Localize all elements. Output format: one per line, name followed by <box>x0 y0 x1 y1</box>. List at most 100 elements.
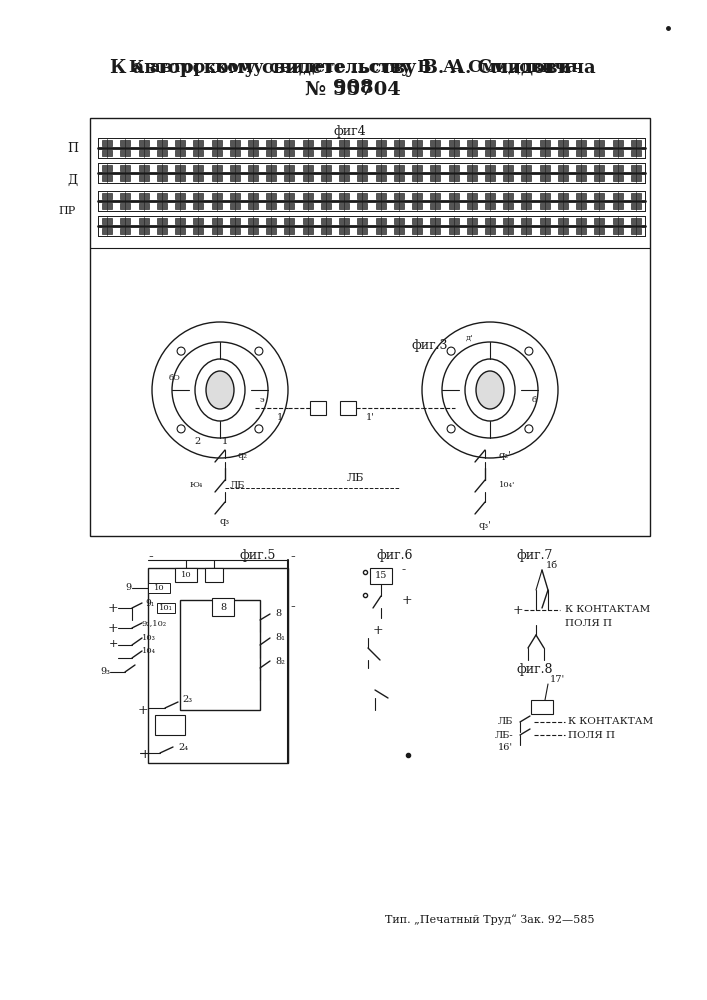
Bar <box>139 228 148 234</box>
Bar <box>375 165 385 171</box>
Bar <box>412 165 422 171</box>
Bar <box>539 203 550 209</box>
Circle shape <box>447 347 455 355</box>
Bar <box>193 165 204 171</box>
Bar <box>539 175 550 181</box>
Bar <box>467 228 477 234</box>
Text: 2₄: 2₄ <box>178 742 188 752</box>
Text: +: + <box>107 621 118 635</box>
Bar <box>303 193 312 199</box>
Bar <box>248 228 258 234</box>
Text: 9₂,10₂: 9₂,10₂ <box>142 619 167 627</box>
Bar <box>157 193 167 199</box>
Text: 2₃: 2₃ <box>182 696 192 704</box>
Bar <box>412 175 422 181</box>
Bar <box>230 175 240 181</box>
Bar <box>613 140 623 146</box>
Bar <box>522 228 532 234</box>
Text: ПОЛЯ П: ПОЛЯ П <box>568 730 615 740</box>
Text: ПОЛЯ П: ПОЛЯ П <box>565 618 612 628</box>
Bar <box>120 218 130 224</box>
Bar <box>357 203 368 209</box>
Bar <box>321 228 331 234</box>
Bar <box>431 165 440 171</box>
Bar <box>613 203 623 209</box>
Text: б': б' <box>532 396 539 404</box>
Bar <box>394 165 404 171</box>
Bar <box>522 203 532 209</box>
Text: +: + <box>402 593 413 606</box>
Bar <box>431 228 440 234</box>
Bar <box>267 175 276 181</box>
Circle shape <box>152 322 288 458</box>
Bar <box>539 218 550 224</box>
Bar <box>230 140 240 146</box>
Bar <box>394 203 404 209</box>
Bar <box>339 193 349 199</box>
Text: q₃: q₃ <box>220 518 230 526</box>
Bar <box>180 600 260 710</box>
Text: 1: 1 <box>277 414 283 422</box>
Bar <box>375 150 385 156</box>
Text: Тип. „Печатный Труд“ Зак. 92—585: Тип. „Печатный Труд“ Зак. 92—585 <box>385 915 595 925</box>
Bar <box>193 228 204 234</box>
Bar <box>157 203 167 209</box>
Bar <box>558 193 568 199</box>
Bar <box>157 150 167 156</box>
Text: 10₄': 10₄' <box>499 481 515 489</box>
Text: q₂: q₂ <box>238 452 248 460</box>
Text: № 55704: № 55704 <box>305 81 401 99</box>
Bar <box>90 118 650 536</box>
Bar <box>412 193 422 199</box>
Bar <box>394 175 404 181</box>
Bar <box>412 150 422 156</box>
Text: q₃': q₃' <box>479 520 491 530</box>
Bar <box>193 218 204 224</box>
Bar <box>522 175 532 181</box>
Bar <box>485 175 495 181</box>
Bar <box>595 193 604 199</box>
Bar <box>412 203 422 209</box>
Bar <box>375 203 385 209</box>
Bar <box>631 140 641 146</box>
Text: 2: 2 <box>195 438 201 446</box>
Bar <box>357 175 368 181</box>
Bar <box>102 165 112 171</box>
Bar <box>558 165 568 171</box>
Bar <box>539 165 550 171</box>
Bar <box>431 150 440 156</box>
Bar <box>284 203 294 209</box>
Bar <box>212 598 234 616</box>
Bar <box>211 175 221 181</box>
Text: 8: 8 <box>275 609 281 618</box>
Bar <box>284 228 294 234</box>
Bar <box>503 140 513 146</box>
Bar <box>230 218 240 224</box>
Circle shape <box>422 322 558 458</box>
Text: 8: 8 <box>220 602 226 611</box>
Bar <box>595 150 604 156</box>
Bar <box>485 228 495 234</box>
Bar <box>613 228 623 234</box>
Bar <box>321 218 331 224</box>
Text: -: - <box>290 600 295 614</box>
Text: э: э <box>259 396 264 404</box>
Bar <box>284 193 294 199</box>
Bar <box>576 193 586 199</box>
Bar <box>522 218 532 224</box>
Bar <box>394 228 404 234</box>
Bar <box>357 218 368 224</box>
Text: ЛБ: ЛБ <box>229 481 245 489</box>
Text: ПР: ПР <box>59 206 76 216</box>
Circle shape <box>525 347 533 355</box>
Bar <box>120 165 130 171</box>
Bar <box>339 175 349 181</box>
Bar <box>375 193 385 199</box>
Bar <box>175 140 185 146</box>
Bar <box>155 715 185 735</box>
Text: К авторскому свидетельству В. А. Смидовича: К авторскому свидетельству В. А. Смидови… <box>110 59 596 77</box>
Bar <box>267 140 276 146</box>
Bar <box>448 150 459 156</box>
Bar <box>613 150 623 156</box>
Bar <box>539 140 550 146</box>
